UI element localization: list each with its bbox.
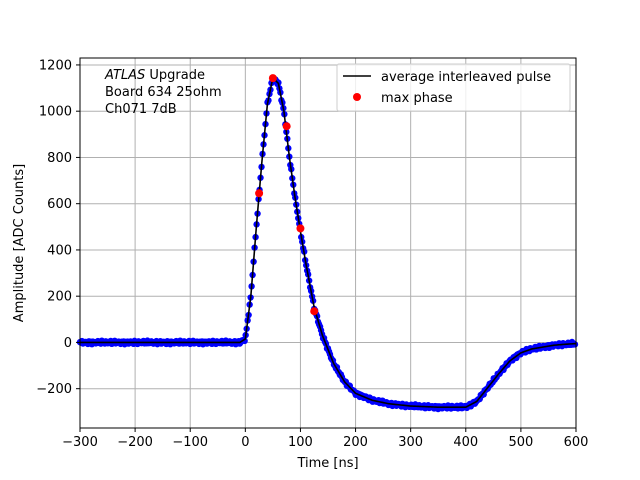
max-phase-marker xyxy=(310,307,319,316)
x-tick-label: 400 xyxy=(453,435,478,450)
x-tick-label: 0 xyxy=(241,435,249,450)
annotation-line: ATLAS Upgrade xyxy=(104,68,205,83)
legend-marker-swatch xyxy=(353,93,361,101)
y-axis-label: Amplitude [ADC Counts] xyxy=(12,164,27,322)
x-axis-label: Time [ns] xyxy=(296,456,358,471)
x-tick-label: −300 xyxy=(62,435,98,450)
y-tick-label: 800 xyxy=(47,151,72,166)
max-phase-marker xyxy=(255,189,264,198)
plot-area xyxy=(76,74,579,413)
x-tick-label: −200 xyxy=(117,435,153,450)
y-tick-label: 0 xyxy=(64,336,72,351)
max-phase-marker xyxy=(282,122,291,131)
sample-point xyxy=(241,337,248,345)
x-tick-label: 200 xyxy=(343,435,368,450)
x-tick-label: 500 xyxy=(508,435,533,450)
legend-box xyxy=(336,63,571,112)
x-tick-label: 300 xyxy=(398,435,423,450)
y-tick-label: 1000 xyxy=(39,105,72,120)
y-tick-label: 200 xyxy=(47,290,72,305)
plot-frame xyxy=(79,57,577,429)
legend-label-max-phase: max phase xyxy=(381,91,453,106)
annotation-line: Ch071 7dB xyxy=(105,102,177,117)
y-tick-label: 600 xyxy=(47,197,72,212)
x-tick-label: 100 xyxy=(288,435,313,450)
legend-label-average: average interleaved pulse xyxy=(381,70,551,85)
axis-ticks: −300 −200 −100 0 100 200 300 400 500 600 −200 0 200 4… xyxy=(36,58,588,450)
y-tick-label: 1200 xyxy=(39,58,72,73)
annotation: ATLAS Upgrade Board 634 25ohm Ch071 7dB xyxy=(104,68,222,117)
max-phase-marker xyxy=(268,74,277,83)
annotation-line: Board 634 25ohm xyxy=(105,85,222,100)
y-tick-label: 400 xyxy=(47,243,72,258)
y-tick-label: −200 xyxy=(36,382,72,397)
x-tick-label: −100 xyxy=(172,435,208,450)
x-tick-label: 600 xyxy=(564,435,589,450)
max-phase-marker xyxy=(296,224,305,233)
average-pulse-line xyxy=(80,76,577,408)
legend: average interleaved pulse max phase xyxy=(336,63,571,112)
